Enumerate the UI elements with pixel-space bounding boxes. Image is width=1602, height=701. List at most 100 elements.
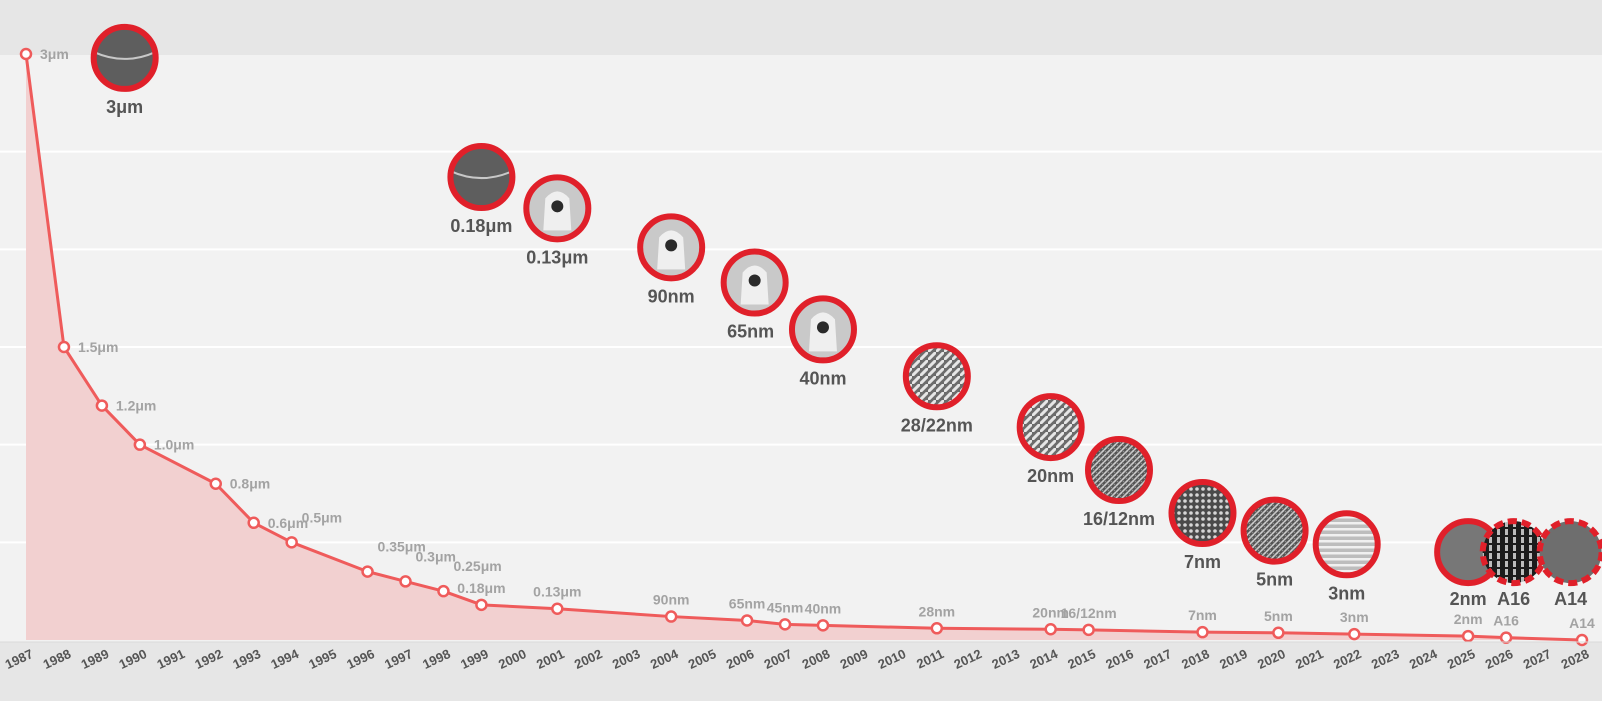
node-image-label: A14 [1554,589,1587,609]
x-tick-label: 2028 [1559,646,1592,672]
data-point [551,602,564,615]
layer-line [450,170,513,179]
x-tick-label: 1999 [458,646,491,672]
gate-core [551,200,564,213]
point-label: 2nm [1454,611,1483,627]
point-label: 7nm [1188,607,1217,623]
data-point [437,584,450,598]
gate-core [665,239,678,252]
point-label: 20nm [1032,604,1069,620]
data-point [740,614,754,627]
x-tick-label: 2019 [1217,646,1250,672]
badge-ring [788,295,857,364]
data-point [816,619,830,632]
data-point [778,618,792,631]
x-tick-label: 1993 [230,646,263,672]
x-tick-label: 1995 [306,646,339,672]
point-label: 0.25μm [453,558,501,574]
layer-line [93,50,157,60]
node-image-badge: 40nm [788,295,857,388]
node-image-badge: 7nm [1168,479,1237,572]
data-point [930,622,944,635]
node-image-badge: 5nm [1240,496,1309,590]
node-image-label: 0.13μm [526,247,588,267]
point-label: 28nm [919,603,956,619]
badge-ring [523,174,592,243]
node-image-label: 3nm [1328,583,1365,603]
x-tick-label: 1992 [192,646,225,672]
point-label: 0.13μm [533,584,581,600]
x-tick-label: 1988 [41,646,74,672]
x-tick-label: 2011 [914,646,946,672]
data-point [1196,625,1209,639]
x-tick-label: 2017 [1141,646,1174,672]
x-tick-label: 2013 [989,646,1022,672]
point-label: 0.8μm [230,476,270,492]
data-point [19,47,33,61]
point-label: 1.2μm [116,398,156,414]
node-image-label: 5nm [1256,570,1293,590]
x-tick-label: 1991 [155,646,188,672]
point-label: 45nm [767,599,804,615]
point-label: 0.3μm [416,548,456,564]
x-tick-label: 2014 [1027,646,1060,672]
x-tick-label: 2021 [1293,646,1326,672]
data-point [399,575,412,588]
gate-core [816,321,829,334]
series-area [26,54,1582,640]
node-image-badge: 90nm [637,213,706,306]
x-tick-label: 1994 [268,646,301,672]
data-point [57,340,71,354]
node-image-badge: 0.13μm [523,174,592,267]
point-label: 5nm [1264,608,1293,624]
data-point [95,399,109,412]
point-label: 16/12nm [1061,605,1117,621]
node-image-label: 2nm [1450,589,1487,609]
node-image-badge: 28/22nm [901,342,973,435]
point-label: A16 [1493,613,1519,629]
node-image [1171,482,1234,545]
point-label: 3μm [40,46,69,62]
badge-ring [90,23,159,92]
x-tick-label: 1987 [3,646,36,672]
node-image-badge: 0.18μm [447,143,516,236]
badge-ring [1016,393,1085,462]
x-tick-label: 1997 [382,646,415,672]
badge-ring [447,143,516,212]
data-point [1044,623,1057,636]
node-image-badge: 65nm [720,248,789,342]
node-image [1019,396,1082,459]
node-image-badge: 3nm [1312,510,1381,603]
x-tick-label: 2005 [686,646,719,672]
data-point [1499,631,1513,644]
point-label: 1.0μm [154,437,194,453]
data-point [361,565,374,578]
x-tick-label: 2026 [1483,646,1516,672]
node-image [905,345,968,408]
x-tick-label: 2009 [838,646,871,672]
node-image-label: A16 [1497,589,1530,609]
x-tick-label: 2001 [534,646,567,672]
data-point [247,516,260,530]
point-label: 3nm [1340,609,1369,625]
node-image-badge: 3μm [90,23,159,117]
node-image [1087,439,1150,502]
point-label: A14 [1569,615,1595,631]
point-label: 0.18μm [457,580,505,596]
x-tick-label: 2012 [951,646,984,672]
point-label: 65nm [729,595,766,611]
point-label: 90nm [653,592,690,608]
data-point [1082,623,1095,637]
point-label: 0.35μm [378,539,426,555]
x-tick-label: 1998 [420,646,453,672]
badge-ring [1240,496,1309,565]
x-tick-label: 2006 [724,646,757,672]
x-tick-label: 2015 [1065,646,1098,672]
data-point [475,598,488,612]
data-point [133,438,147,451]
data-point [209,477,223,490]
badge-ring [1168,479,1237,548]
badge-ring [637,213,706,282]
